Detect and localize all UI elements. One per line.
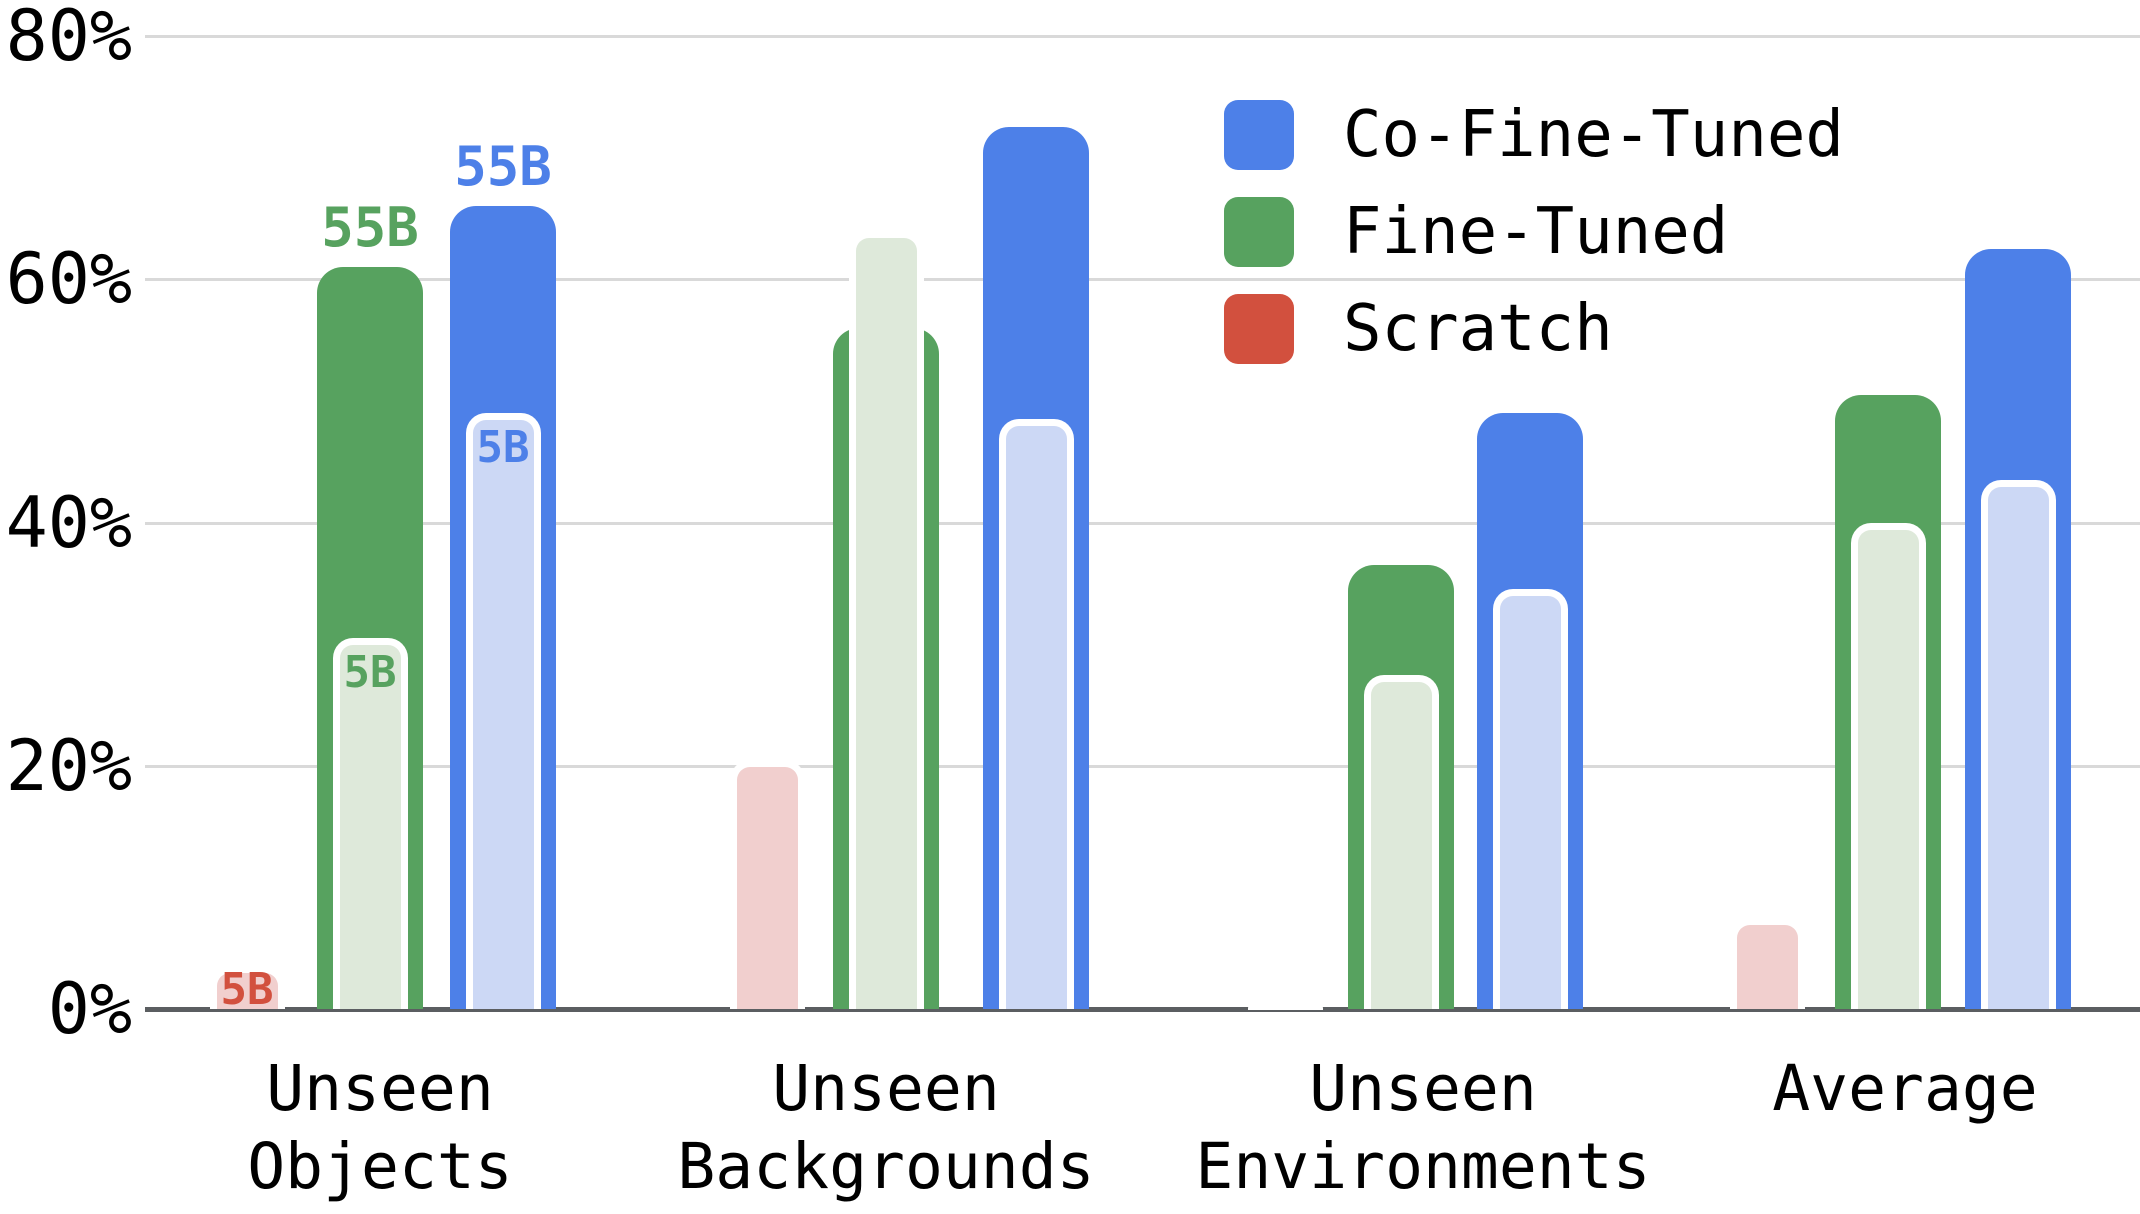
bar-fine_tuned-5b xyxy=(1363,674,1439,1009)
bar-size-label-55b: 55B xyxy=(321,196,419,260)
legend-label-co-fine-tuned: Co-Fine-Tuned xyxy=(1343,98,1844,172)
bar-size-label-5b: 5B xyxy=(343,647,397,699)
legend-label-fine-tuned: Fine-Tuned xyxy=(1343,195,1729,269)
bar-size-label-55b: 55B xyxy=(454,135,552,199)
legend-item-scratch: Scratch xyxy=(1224,294,1844,364)
chart-legend: Co-Fine-Tuned Fine-Tuned Scratch xyxy=(1224,100,1844,364)
bar-co_fine_tuned-5b xyxy=(1980,479,2056,1009)
bar-co_fine_tuned-5b xyxy=(465,413,541,1009)
x-axis-label: Unseen Objects xyxy=(247,1052,513,1203)
y-tick-label: 20% xyxy=(5,724,132,807)
bar-scratch-5b xyxy=(729,759,805,1009)
legend-swatch-fine-tuned-icon xyxy=(1224,197,1294,267)
bar-fine_tuned-5b xyxy=(332,638,408,1009)
x-axis-label: Average xyxy=(1772,1052,2038,1125)
bar-fine_tuned-5b xyxy=(1850,522,1926,1009)
x-axis-line xyxy=(145,1007,2140,1012)
x-axis-label: Unseen Environments xyxy=(1195,1052,1651,1203)
gridline xyxy=(145,764,2140,768)
legend-item-co-fine-tuned: Co-Fine-Tuned xyxy=(1224,100,1844,170)
x-axis-label: Unseen Backgrounds xyxy=(677,1052,1095,1203)
bar-scratch-5b xyxy=(1729,917,1805,1009)
y-tick-label: 60% xyxy=(5,238,132,321)
bar-size-label-5b: 5B xyxy=(476,422,530,474)
y-tick-label: 40% xyxy=(5,481,132,564)
bar-co_fine_tuned-5b xyxy=(1492,589,1568,1009)
legend-item-fine-tuned: Fine-Tuned xyxy=(1224,197,1844,267)
gridline xyxy=(145,278,2140,282)
bar-scratch-5b xyxy=(1247,1002,1323,1010)
y-tick-label: 0% xyxy=(47,968,132,1050)
bar-scratch-5b xyxy=(209,966,285,1009)
gridline xyxy=(145,521,2140,525)
legend-label-scratch: Scratch xyxy=(1343,292,1613,366)
bar-co_fine_tuned-5b xyxy=(998,419,1074,1009)
bar-fine_tuned-5b xyxy=(848,230,924,1009)
legend-swatch-scratch-icon xyxy=(1224,294,1294,364)
legend-swatch-co-fine-tuned-icon xyxy=(1224,100,1294,170)
gridline xyxy=(145,35,2140,38)
y-tick-label: 80% xyxy=(5,0,132,77)
bar-size-label-5b: 5B xyxy=(220,963,274,1015)
